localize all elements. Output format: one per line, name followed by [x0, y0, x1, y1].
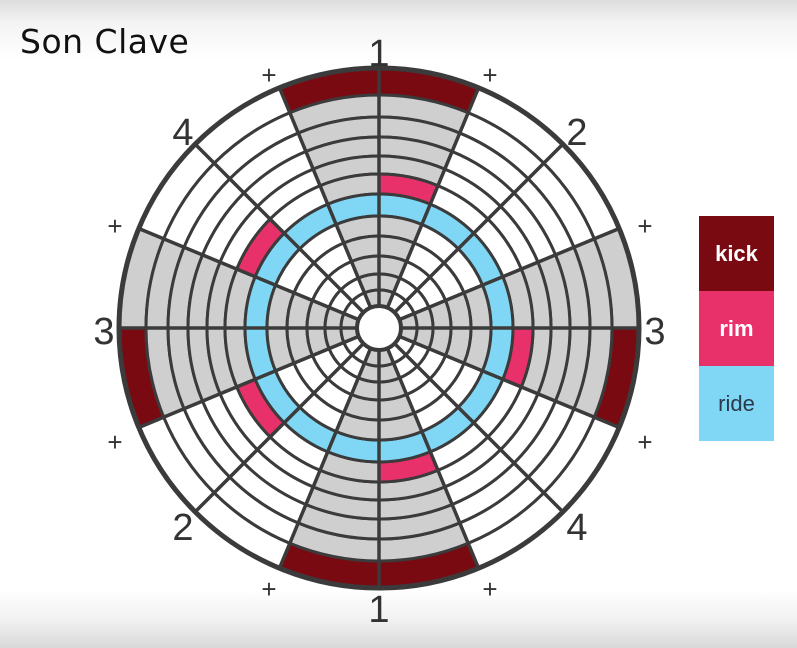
beat-label-top-right: + — [482, 60, 497, 90]
wheel-spoke — [193, 342, 365, 514]
beat-label-upper-right: 2 — [566, 112, 587, 154]
beat-label-left-upper: + — [107, 211, 122, 241]
wheel-spoke — [138, 334, 360, 430]
beat-label-top: 1 — [368, 33, 389, 75]
beat-label-bottom: 1 — [368, 589, 389, 631]
wheel-spoke — [398, 334, 620, 430]
wheel-spoke — [385, 347, 481, 569]
wheel-outer-rim — [116, 65, 642, 591]
wheel-lines — [116, 65, 642, 591]
wheel-spoke — [398, 226, 620, 322]
legend-item-ride: ride — [699, 366, 774, 441]
beat-label-right: 3 — [644, 311, 665, 353]
beat-label-right-lower: + — [637, 427, 652, 457]
beat-label-right-upper: + — [637, 211, 652, 241]
beat-label-top-left: + — [261, 60, 276, 90]
beat-label-upper-left: 4 — [172, 112, 193, 154]
beat-label-lower-left: 2 — [172, 507, 193, 549]
wheel-spoke — [138, 226, 360, 322]
beat-label-left-lower: + — [107, 427, 122, 457]
center-hub — [355, 304, 403, 352]
legend-item-rim: rim — [699, 291, 774, 366]
wheel-spoke — [385, 87, 481, 309]
beat-label-lower-right: 4 — [566, 507, 587, 549]
wheel-spoke — [193, 142, 365, 314]
beat-label-bottom-left: + — [261, 574, 276, 604]
beat-label-left: 3 — [93, 311, 114, 353]
legend: kick rim ride — [699, 216, 774, 441]
wheel-spoke — [393, 342, 565, 514]
beat-label-bottom-right: + — [482, 574, 497, 604]
diagram-title: Son Clave — [20, 22, 190, 61]
wheel-spoke — [277, 87, 373, 309]
wheel-spoke — [393, 142, 565, 314]
legend-item-kick: kick — [699, 216, 774, 291]
wheel-spoke — [277, 347, 373, 569]
